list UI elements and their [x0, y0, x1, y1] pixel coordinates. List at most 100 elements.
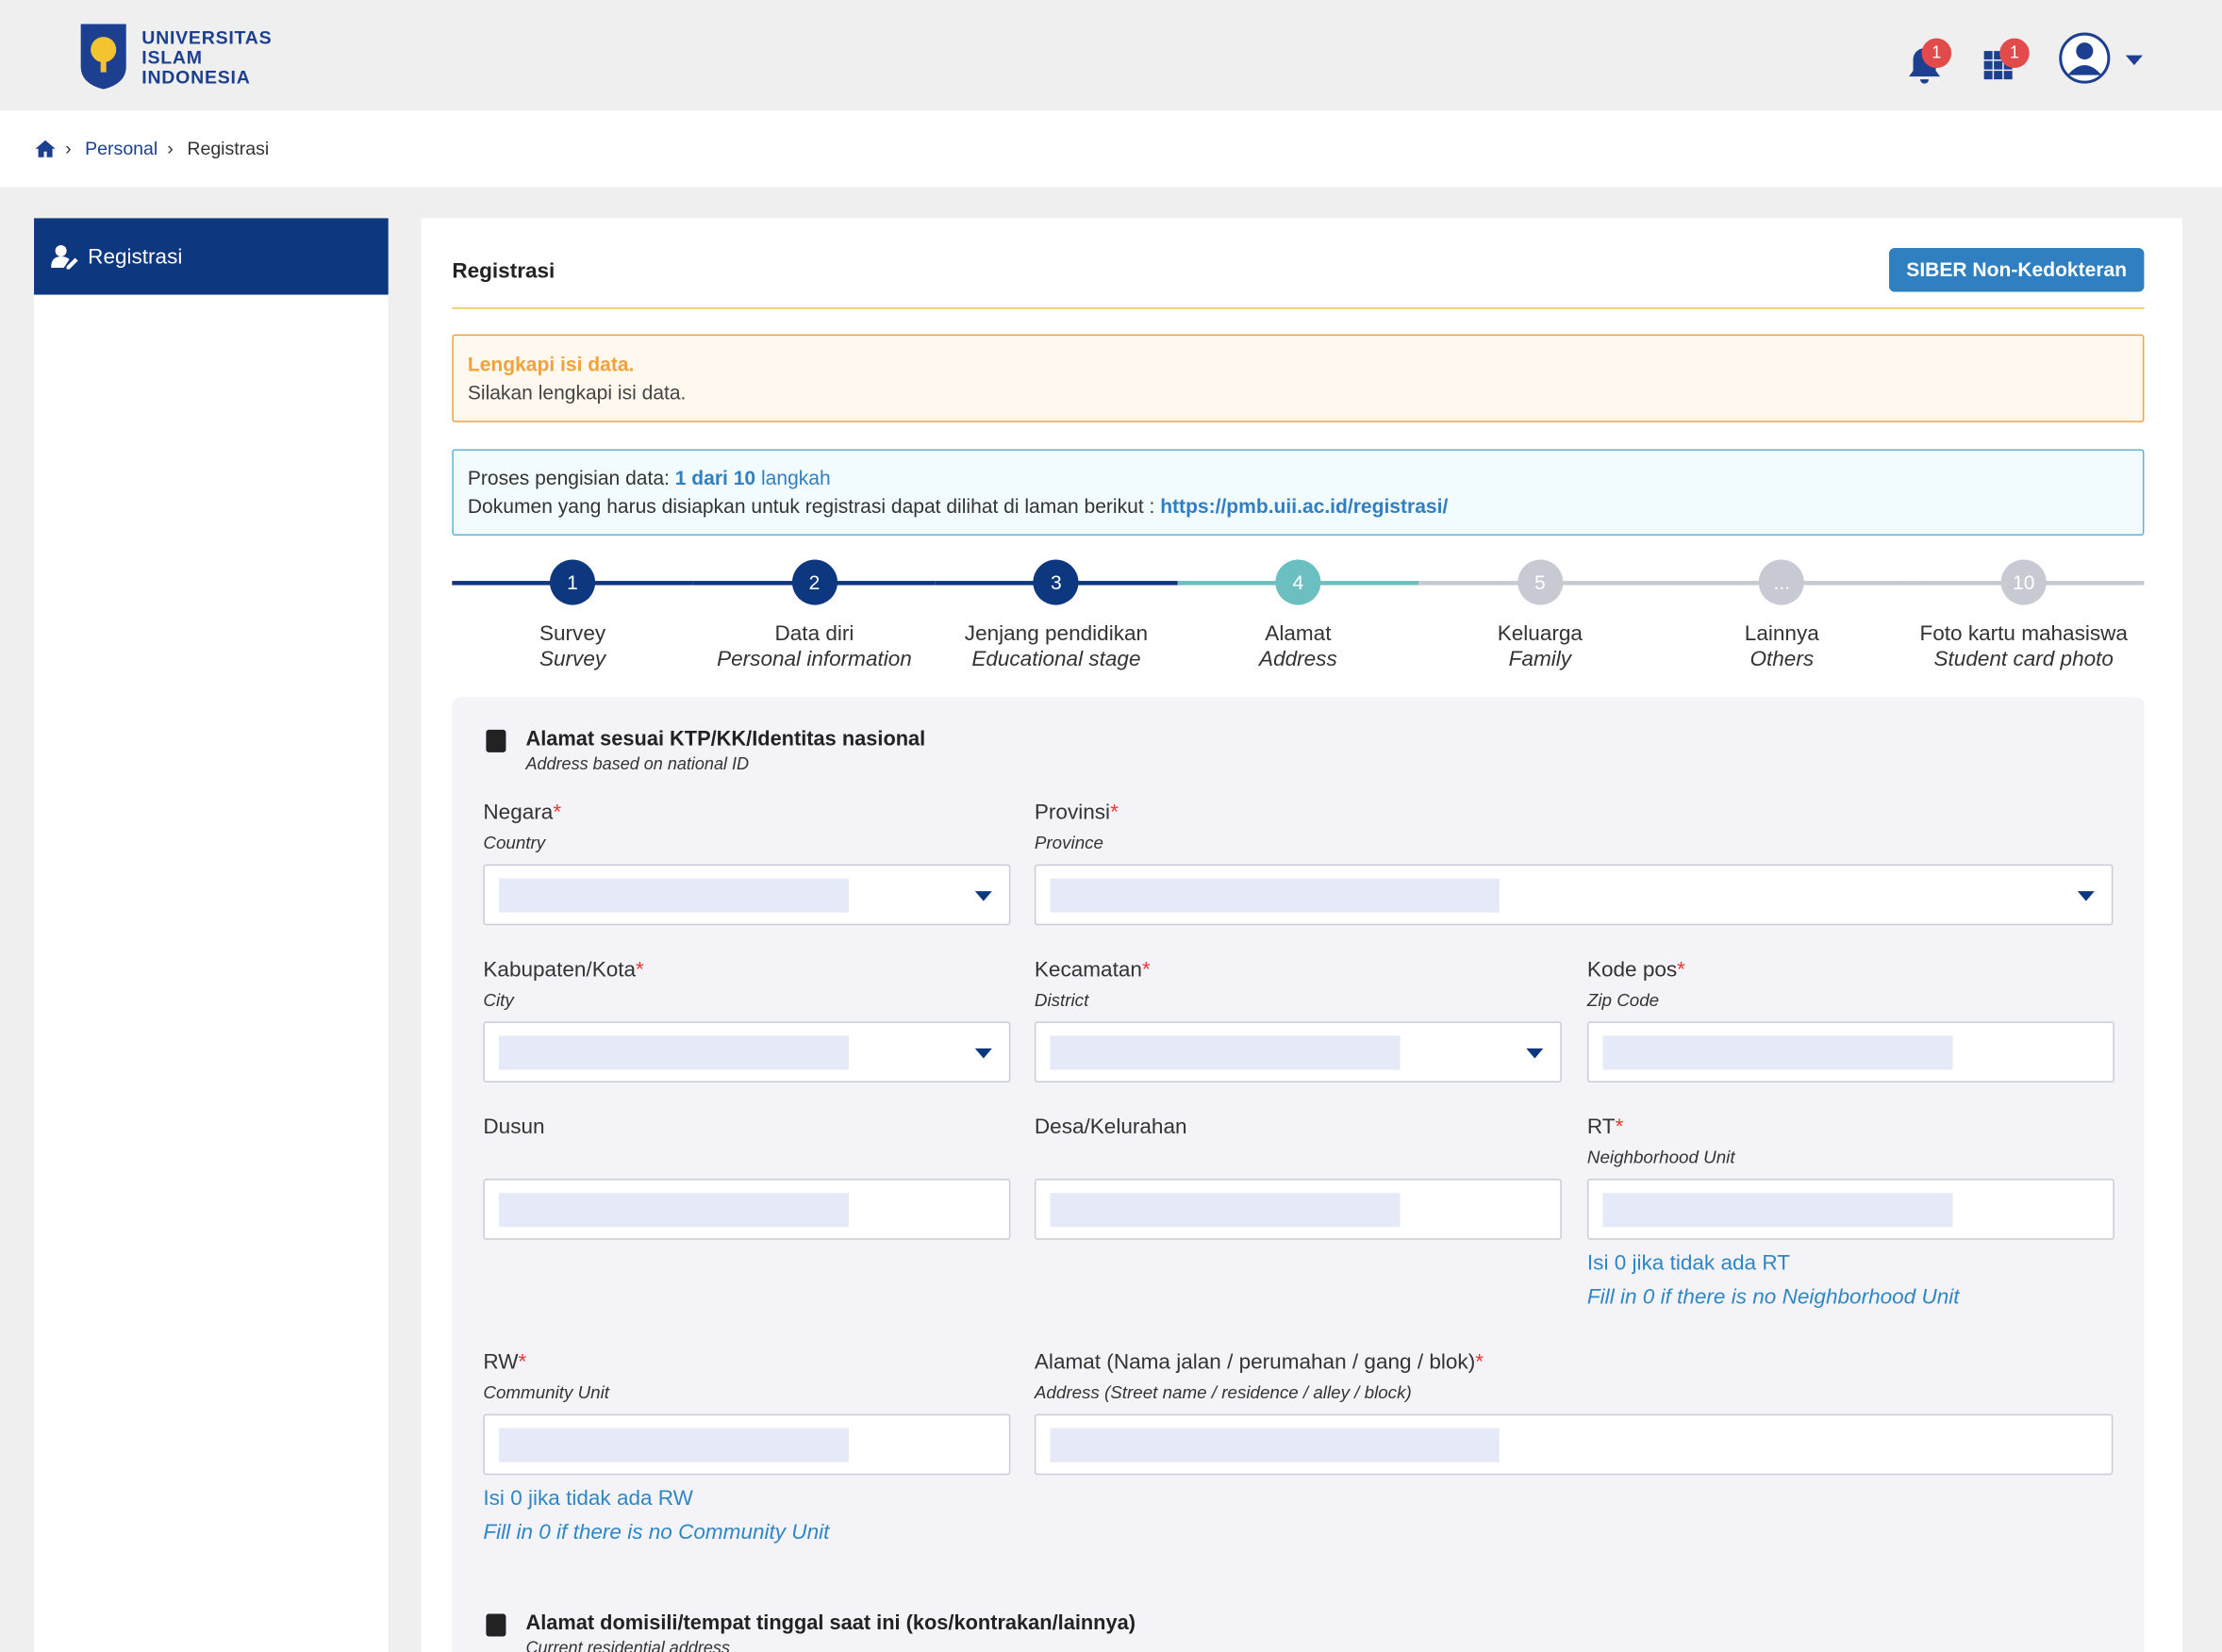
button[interactable]: SIBER Non-Kedokteran — [1888, 247, 2145, 292]
field-label: Kecamatan* — [1035, 958, 1151, 983]
step-label-en: Family — [1508, 647, 1572, 672]
dropdown-arrow — [974, 891, 992, 901]
step-label-en: Address — [1259, 647, 1337, 672]
step-label: Survey — [539, 621, 606, 647]
step-label: Data diri — [774, 621, 854, 647]
field-label-en: Zip Code — [1586, 990, 1660, 1011]
step-label: Lainnya — [1744, 621, 1819, 647]
label-text: RW — [483, 1349, 519, 1375]
info-link[interactable]: https://pmb.uii.ac.id/registrasi/ — [1160, 494, 1449, 518]
breadcrumb-link[interactable]: Personal — [85, 137, 158, 159]
sidebar — [34, 218, 389, 1652]
logo-text: UNIVERSITAS — [141, 26, 273, 49]
label-text: Negara — [483, 800, 554, 825]
badge: 1 — [1999, 38, 2030, 69]
field-label-en: District — [1034, 990, 1089, 1011]
redacted-value — [1050, 878, 1500, 913]
info-step: 1 — [674, 466, 687, 489]
info-text: Dokumen yang harus disiapkan untuk regis… — [467, 494, 1155, 518]
redacted-value — [1050, 1193, 1401, 1228]
field-label: Kabupaten/Kota* — [483, 958, 643, 983]
section-title: Alamat sesuai KTP/KK/Identitas nasional — [525, 728, 926, 752]
field-label: Desa/Kelurahan — [1035, 1115, 1187, 1140]
redacted-value — [1602, 1193, 1953, 1228]
info-text: langkah — [760, 466, 831, 489]
text-input[interactable] — [483, 1179, 1010, 1240]
hint-en: Fill in 0 if there is no Community Unit — [483, 1520, 830, 1545]
field-label: Alamat (Nama jalan / perumahan / gang / … — [1035, 1350, 1484, 1375]
label-text: Dusun — [483, 1115, 545, 1140]
hint: Isi 0 jika tidak ada RW — [483, 1486, 693, 1511]
alert-title: Lengkapi isi data. — [467, 353, 635, 376]
select-input[interactable] — [483, 1021, 1010, 1082]
sidebar-item[interactable] — [34, 218, 389, 295]
field-label: Kode pos* — [1587, 958, 1685, 983]
field-label-en: Neighborhood Unit — [1586, 1148, 1735, 1168]
field-label-en: City — [483, 990, 514, 1011]
field-label: Dusun — [483, 1115, 544, 1140]
required-mark: * — [518, 1349, 527, 1375]
field-label-en: Address (Street name / residence / alley… — [1034, 1382, 1412, 1403]
step-label: Jenjang pendidikan — [964, 621, 1149, 647]
section-subtitle: Current residential address — [525, 1638, 730, 1652]
step-label: Keluarga — [1497, 621, 1583, 647]
step-circle: 1 — [550, 559, 596, 605]
logo — [80, 24, 126, 90]
field-label: Provinsi* — [1035, 801, 1119, 825]
info-box — [452, 449, 2145, 536]
badge: 1 — [1921, 38, 1952, 69]
user-edit-icon — [51, 244, 78, 270]
top-bar — [0, 0, 2222, 111]
step-label: Alamat — [1265, 621, 1332, 647]
redacted-value — [1602, 1035, 1953, 1070]
field-label: Negara* — [483, 801, 561, 825]
label-text: Desa/Kelurahan — [1034, 1115, 1187, 1140]
logo-text: INDONESIA — [141, 66, 251, 89]
form-area — [452, 697, 2145, 1652]
breadcrumb-bar — [0, 110, 2222, 188]
step-label-en: Educational stage — [971, 647, 1141, 672]
dropdown-arrow — [2077, 891, 2095, 901]
step-circle: 2 — [791, 559, 837, 605]
required-mark: * — [1141, 957, 1151, 983]
hint: Isi 0 jika tidak ada RT — [1586, 1250, 1790, 1276]
info-step: 10 — [733, 466, 756, 489]
required-mark: * — [1615, 1115, 1624, 1140]
home-icon[interactable] — [34, 138, 57, 160]
step-circle: 3 — [1033, 559, 1079, 605]
text-input[interactable] — [1034, 1413, 2114, 1476]
step-circle: 10 — [2000, 559, 2047, 605]
field-label-en: Country — [483, 833, 546, 853]
section-icon — [486, 729, 506, 752]
hint-en: Fill in 0 if there is no Neighborhood Un… — [1586, 1284, 1960, 1310]
section-subtitle: Address based on national ID — [525, 753, 750, 774]
text-input[interactable] — [1586, 1179, 2114, 1240]
step-label-en: Survey — [539, 647, 606, 672]
field-label-en: Community Unit — [483, 1382, 610, 1403]
redacted-value — [498, 878, 850, 913]
divider — [452, 307, 2145, 309]
sidebar-label[interactable]: Registrasi — [88, 244, 183, 270]
select-input[interactable] — [1034, 864, 2114, 926]
redacted-value — [498, 1035, 850, 1070]
field-label: RT* — [1587, 1115, 1623, 1140]
required-mark: * — [1677, 957, 1685, 983]
select-input[interactable] — [1034, 1021, 1562, 1082]
select-input[interactable] — [483, 864, 1010, 926]
label-text: RT — [1586, 1115, 1616, 1140]
required-mark: * — [1110, 800, 1119, 825]
step-circle: 4 — [1275, 559, 1321, 605]
dropdown-arrow — [1525, 1048, 1543, 1059]
logo-text: ISLAM — [141, 46, 203, 69]
text-input[interactable] — [1034, 1179, 1562, 1240]
step-label-en: Others — [1749, 647, 1815, 672]
user-menu[interactable] — [2058, 31, 2151, 85]
alert — [452, 334, 2145, 422]
step-label-en: Personal information — [717, 647, 912, 672]
field-label-en: Province — [1034, 833, 1103, 853]
dropdown-arrow — [974, 1048, 992, 1059]
text-input[interactable] — [483, 1413, 1010, 1476]
text-input[interactable] — [1586, 1021, 2114, 1082]
